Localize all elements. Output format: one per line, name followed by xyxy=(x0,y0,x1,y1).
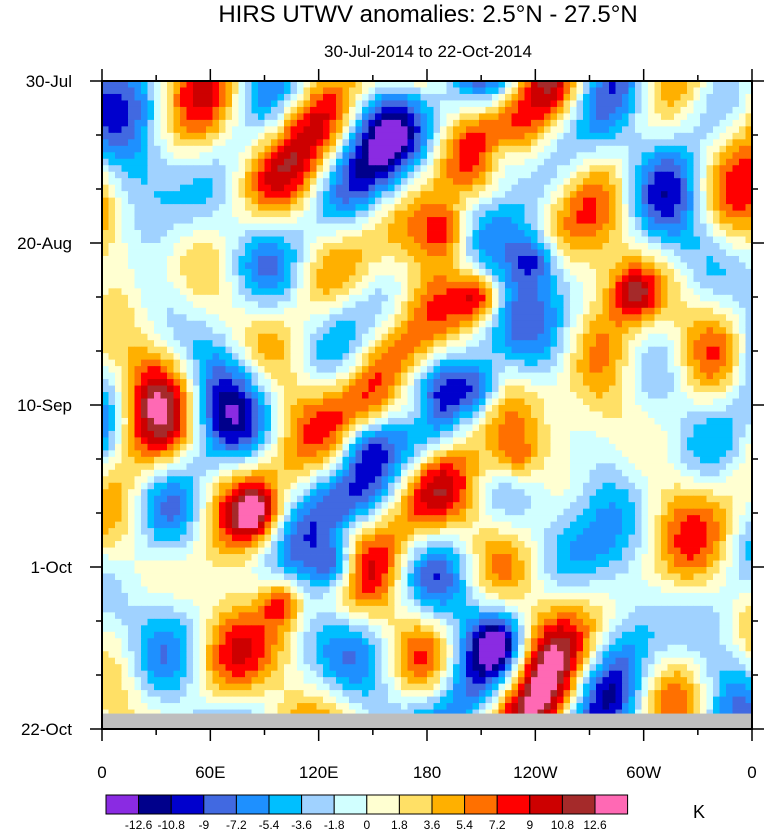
colorbar-label: 0 xyxy=(363,818,370,830)
y-axis: 30-Jul 20-Aug 10-Sep 1-Oct 22-Oct xyxy=(17,72,764,739)
colorbar: -12.6 -10.8 -9 -7.2 -5.4 -3.6 -1.8 0 1.8 3.6 5.4 7.… xyxy=(105,794,629,830)
colorbar-box xyxy=(138,794,172,815)
colorbar-label: -3.6 xyxy=(291,818,312,830)
colorbar-box xyxy=(301,794,335,815)
colorbar-box xyxy=(203,794,237,815)
x-tick-label: 60E xyxy=(195,763,225,782)
colorbar-box xyxy=(529,794,563,815)
colorbar-label: -10.8 xyxy=(158,818,186,830)
colorbar-box xyxy=(561,794,596,815)
y-tick-label: 1-Oct xyxy=(30,558,72,577)
colorbar-box xyxy=(105,794,140,815)
x-tick-label: 120W xyxy=(513,763,557,782)
colorbar-label: 3.6 xyxy=(424,818,441,830)
colorbar-box xyxy=(464,794,498,815)
chart-subtitle: 30-Jul-2014 to 22-Oct-2014 xyxy=(324,42,532,61)
colorbar-box xyxy=(366,794,400,815)
colorbar-box xyxy=(268,794,303,815)
y-tick-label: 30-Jul xyxy=(26,72,72,91)
colorbar-box xyxy=(496,794,531,815)
x-tick-label: 0 xyxy=(747,763,756,782)
colorbar-label: 9 xyxy=(526,818,533,830)
colorbar-unit: K xyxy=(693,802,705,822)
chart-title: HIRS UTWV anomalies: 2.5°N - 27.5°N xyxy=(218,1,637,28)
x-tick-label: 60W xyxy=(626,763,661,782)
colorbar-box xyxy=(594,794,629,815)
colorbar-box xyxy=(398,794,433,815)
plot-frame xyxy=(101,80,753,730)
x-tick-label: 180 xyxy=(413,763,441,782)
colorbar-label: -1.8 xyxy=(324,818,345,830)
colorbar-box xyxy=(333,794,368,815)
colorbar-label: -12.6 xyxy=(125,818,153,830)
colorbar-label: 12.6 xyxy=(583,818,607,830)
colorbar-box xyxy=(431,794,466,815)
anomaly-field xyxy=(102,81,752,729)
y-tick-label: 22-Oct xyxy=(21,720,72,739)
colorbar-label: 7.2 xyxy=(489,818,506,830)
colorbar-label: 1.8 xyxy=(391,818,408,830)
y-tick-label: 10-Sep xyxy=(17,396,72,415)
colorbar-label: 10.8 xyxy=(551,818,575,830)
colorbar-label: -9 xyxy=(198,818,209,830)
x-tick-label: 0 xyxy=(97,763,106,782)
missing-data-band xyxy=(102,713,752,729)
colorbar-label: 5.4 xyxy=(456,818,473,830)
y-tick-label: 20-Aug xyxy=(17,234,72,253)
colorbar-label: -5.4 xyxy=(259,818,280,830)
colorbar-box xyxy=(235,794,270,815)
colorbar-box xyxy=(170,794,205,815)
x-axis: 0 60E 120E 180 120W 60W 0 xyxy=(97,69,757,782)
x-tick-label: 120E xyxy=(299,763,339,782)
colorbar-label: -7.2 xyxy=(226,818,247,830)
